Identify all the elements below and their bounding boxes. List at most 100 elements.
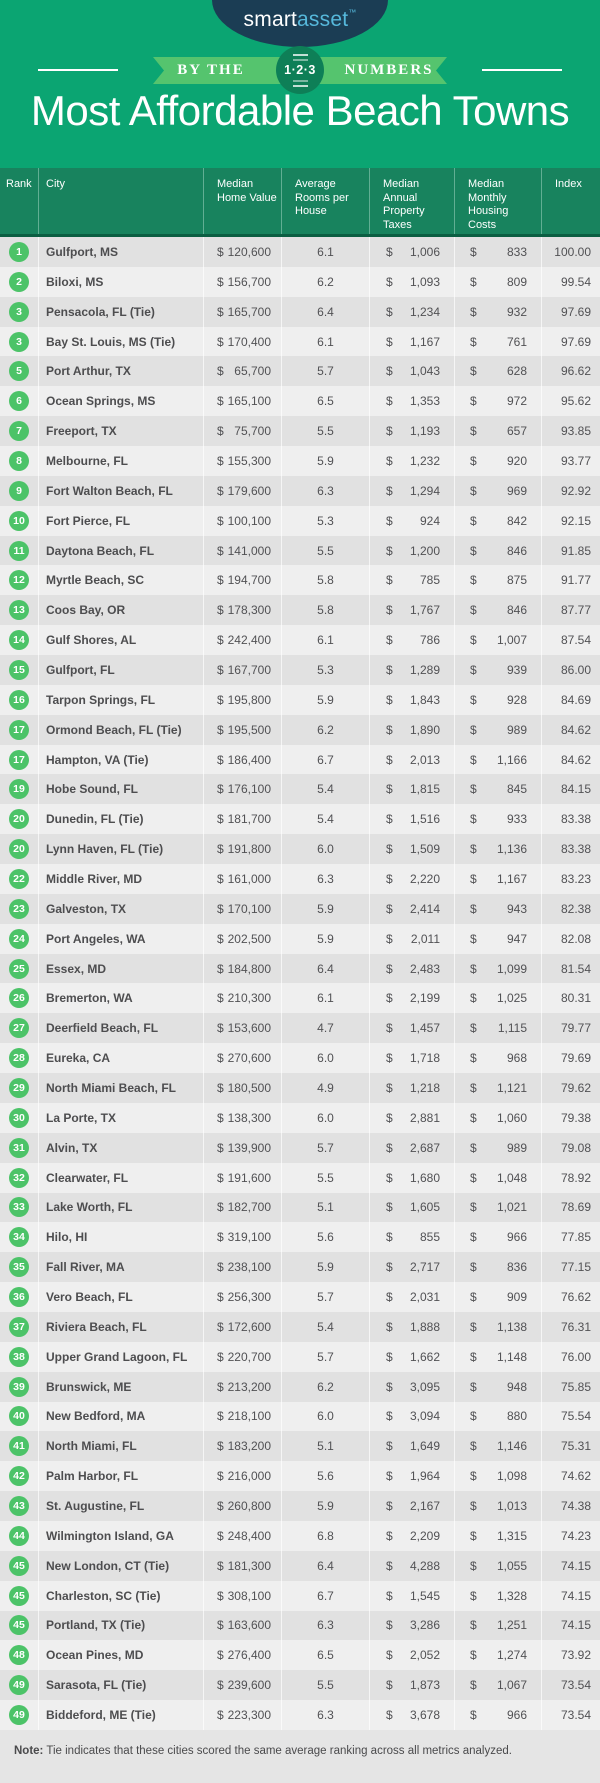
dollar-sign: $ [217, 1499, 224, 1514]
dollar-sign: $ [217, 1200, 224, 1215]
index-cell: 76.62 [560, 1290, 591, 1304]
index-cell: 97.69 [560, 334, 591, 349]
dollar-sign: $ [217, 812, 224, 827]
index-cell: 79.69 [560, 1051, 591, 1066]
dollar-sign: $ [386, 424, 393, 439]
dollar-sign: $ [470, 424, 477, 439]
home-value-cell: $248,400 [204, 1520, 282, 1551]
rooms-cell: 6.2 [282, 714, 370, 745]
dollar-sign: $ [470, 1080, 477, 1095]
city-cell: Ocean Pines, MD [39, 1640, 204, 1671]
city-cell: Upper Grand Lagoon, FL [39, 1341, 204, 1372]
dollar-sign: $ [470, 1200, 477, 1215]
rooms-cell: 6.7 [282, 744, 370, 775]
dollar-sign: $ [470, 812, 477, 827]
dollar-sign: $ [470, 1140, 477, 1155]
rooms-cell: 5.4 [282, 804, 370, 835]
table-row: 5 Port Arthur, TX $65,700 5.7 $1,043 $62… [0, 356, 600, 387]
badge-line-icon [292, 79, 308, 82]
property-taxes-cell: $3,095 [370, 1371, 455, 1402]
city-cell: Pensacola, FL (Tie) [39, 296, 204, 327]
dollar-sign: $ [470, 394, 477, 409]
page-title: Most Affordable Beach Towns [30, 87, 570, 134]
housing-costs-cell: $933 [455, 804, 542, 835]
rank-cell: 23 [0, 893, 39, 924]
home-value-cell: $260,800 [204, 1491, 282, 1521]
rank-badge: 16 [9, 689, 29, 710]
housing-costs-cell: $845 [455, 774, 542, 805]
property-taxes-cell: $3,678 [370, 1700, 455, 1730]
rank-badge: 33 [9, 1197, 29, 1218]
dollar-sign: $ [470, 1588, 477, 1603]
dollar-sign: $ [470, 1319, 477, 1334]
rooms-cell: 5.7 [282, 1282, 370, 1312]
dollar-sign: $ [470, 1409, 477, 1424]
table-row: 45 Portland, TX (Tie) $163,600 6.3 $3,28… [0, 1610, 600, 1641]
index-cell: 84.69 [560, 692, 591, 707]
rank-cell: 3 [0, 326, 39, 357]
dollar-sign: $ [386, 1469, 393, 1484]
index-cell: 91.85 [560, 543, 591, 558]
housing-costs-cell: $909 [455, 1282, 542, 1312]
rank-badge: 43 [9, 1496, 29, 1517]
index-cell: 75.31 [560, 1439, 591, 1454]
rank-badge: 31 [9, 1137, 29, 1158]
rank-cell: 37 [0, 1311, 39, 1342]
dollar-sign: $ [386, 1021, 393, 1036]
dollar-sign: $ [386, 1140, 393, 1155]
rooms-cell: 6.5 [282, 1640, 370, 1671]
rank-badge: 48 [9, 1645, 29, 1666]
dollar-sign: $ [386, 1588, 393, 1603]
dollar-sign: $ [217, 961, 224, 976]
rank-cell: 32 [0, 1162, 39, 1193]
dollar-sign: $ [386, 1439, 393, 1454]
housing-costs-cell: $809 [455, 266, 542, 297]
rank-badge: 11 [9, 540, 29, 561]
column-header-home-value: Median Home Value [204, 168, 282, 234]
rank-badge: 3 [9, 301, 29, 322]
housing-costs-cell: $1,251 [455, 1610, 542, 1641]
home-value-cell: $242,400 [204, 625, 282, 656]
housing-costs-cell: $989 [455, 714, 542, 745]
city-cell: Coos Bay, OR [39, 595, 204, 626]
city-cell: Lake Worth, FL [39, 1192, 204, 1223]
table-row: 22 Middle River, MD $161,000 6.3 $2,220 … [0, 864, 600, 894]
dollar-sign: $ [470, 961, 477, 976]
dollar-sign: $ [386, 394, 393, 409]
dollar-sign: $ [386, 1230, 393, 1245]
housing-costs-cell: $1,067 [455, 1670, 542, 1701]
housing-costs-cell: $966 [455, 1222, 542, 1253]
rooms-cell: 5.5 [282, 1162, 370, 1193]
dollar-sign: $ [217, 1170, 224, 1185]
city-cell: Myrtle Beach, SC [39, 565, 204, 596]
rank-cell: 28 [0, 1043, 39, 1074]
city-cell: Tarpon Springs, FL [39, 684, 204, 715]
housing-costs-cell: $846 [455, 535, 542, 566]
dollar-sign: $ [386, 1558, 393, 1573]
rank-badge: 28 [9, 1048, 29, 1069]
dollar-sign: $ [470, 1648, 477, 1663]
dollar-sign: $ [386, 1319, 393, 1334]
rooms-cell: 6.1 [282, 237, 370, 267]
dollar-sign: $ [470, 453, 477, 468]
table-row: 35 Fall River, MA $238,100 5.9 $2,717 $8… [0, 1252, 600, 1283]
city-cell: Biloxi, MS [39, 266, 204, 297]
dollar-sign: $ [470, 274, 477, 289]
rooms-cell: 5.1 [282, 1192, 370, 1223]
property-taxes-cell: $1,006 [370, 237, 455, 267]
property-taxes-cell: $1,680 [370, 1162, 455, 1193]
dollar-sign: $ [470, 1558, 477, 1573]
property-taxes-cell: $1,545 [370, 1580, 455, 1611]
rank-badge: 23 [9, 898, 29, 919]
dollar-sign: $ [470, 1260, 477, 1275]
home-value-cell: $270,600 [204, 1043, 282, 1074]
home-value-cell: $239,600 [204, 1670, 282, 1701]
housing-costs-cell: $1,166 [455, 744, 542, 775]
dollar-sign: $ [470, 1379, 477, 1394]
housing-costs-cell: $1,315 [455, 1520, 542, 1551]
rooms-cell: 6.0 [282, 1102, 370, 1133]
rank-badge: 3 [9, 331, 29, 352]
rank-badge: 9 [9, 480, 29, 501]
dollar-sign: $ [217, 364, 224, 379]
